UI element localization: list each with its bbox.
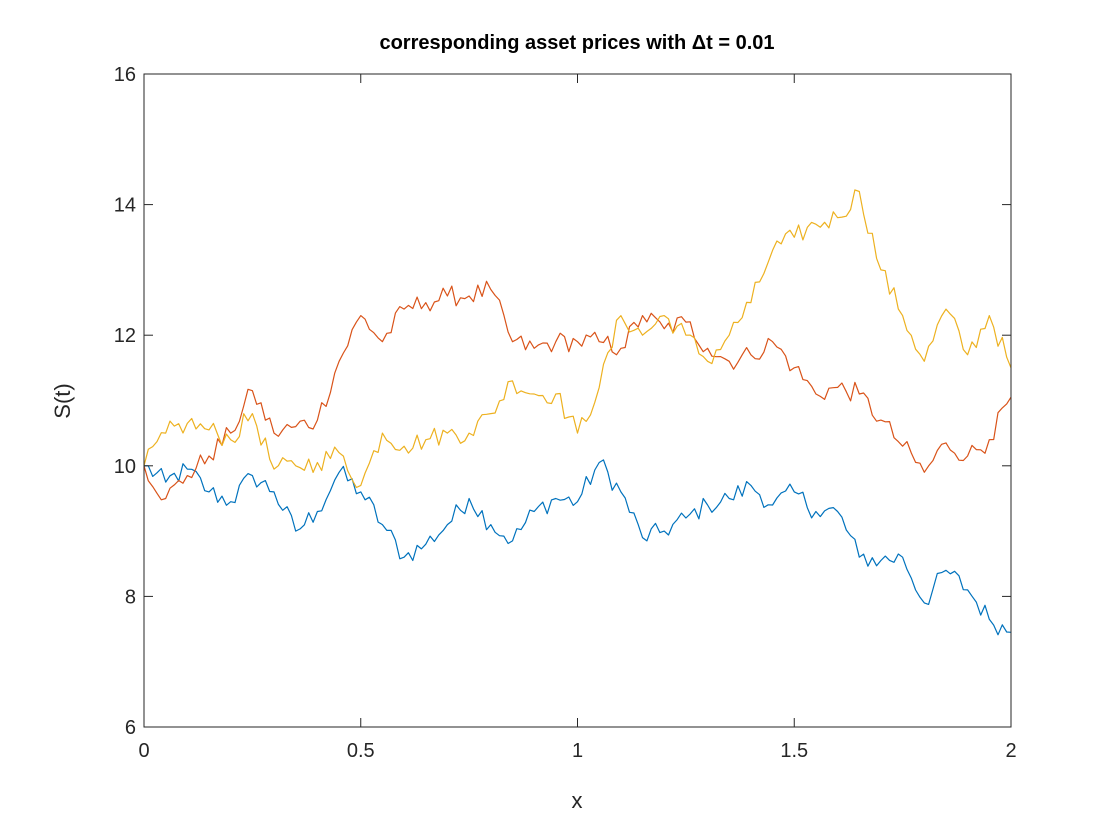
y-tick-label: 8 xyxy=(125,586,136,608)
y-axis: 6 8 10 12 14 16 xyxy=(114,64,1011,739)
plot-frame xyxy=(143,73,1012,728)
x-tick-label: 2 xyxy=(1005,740,1016,762)
y-tick-label: 10 xyxy=(114,456,136,478)
chart-title: corresponding asset prices with Δt = 0.0… xyxy=(379,32,774,54)
x-tick-label: 1 xyxy=(572,740,583,762)
series-line-2 xyxy=(143,280,1012,501)
y-tick-label: 16 xyxy=(114,64,136,86)
y-tick-label: 14 xyxy=(114,195,136,217)
x-tick-label: 1.5 xyxy=(780,740,808,762)
y-tick-label: 6 xyxy=(125,717,136,739)
x-tick-label: 0 xyxy=(138,740,149,762)
series-line-1 xyxy=(144,459,1012,636)
x-axis-label: x xyxy=(572,788,583,813)
x-axis: 0 0.5 1 1.5 2 xyxy=(138,74,1017,762)
series-line-3 xyxy=(143,189,1012,489)
series-layer xyxy=(143,189,1012,636)
y-tick-label: 12 xyxy=(114,325,136,347)
x-tick-label: 0.5 xyxy=(347,740,375,762)
y-axis-label: S(t) xyxy=(50,383,75,418)
